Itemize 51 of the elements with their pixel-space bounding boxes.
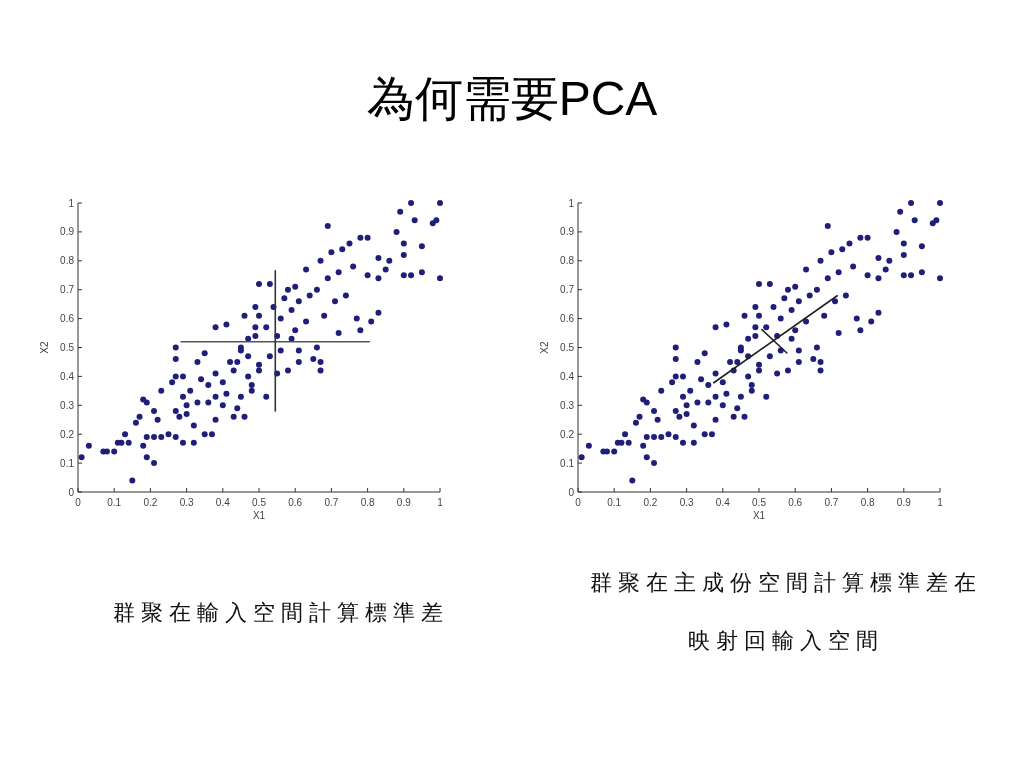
y-tick-label: 0.1 (560, 457, 575, 469)
x-tick-label: 0.1 (107, 497, 122, 508)
y-axis-title: X2 (539, 340, 550, 354)
y-tick-label: 0.1 (60, 457, 75, 469)
y-tick-label: 0.6 (560, 313, 575, 325)
y-tick-label: 0.3 (560, 399, 575, 411)
y-tick-label: 0.9 (60, 226, 75, 238)
x-axis-title: X1 (252, 510, 266, 521)
y-tick-label: 0.2 (560, 428, 575, 440)
y-tick-label: 0.9 (560, 226, 575, 238)
y-tick-label: 1 (68, 197, 75, 209)
y-tick-label: 0.3 (60, 399, 75, 411)
x-tick-label: 0.3 (679, 497, 694, 508)
y-tick-label: 0.2 (60, 428, 75, 440)
y-tick-label: 0.4 (60, 370, 75, 382)
x-tick-label: 0.6 (288, 497, 303, 508)
x-tick-label: 0.7 (824, 497, 839, 508)
x-tick-label: 0.9 (896, 497, 912, 508)
y-tick-label: 0.5 (560, 342, 575, 353)
x-tick-label: 0.8 (860, 497, 875, 508)
x-tick-label: 0.2 (143, 497, 158, 508)
y-tick-label: 0.8 (60, 255, 75, 267)
y-tick-label: 0.5 (60, 342, 75, 353)
x-tick-label: 0.5 (752, 497, 767, 508)
y-tick-label: 0 (568, 486, 575, 498)
text: 群聚在主成份空間計算標準差在映射回輸入空間 (590, 570, 982, 653)
y-tick-label: 0.7 (60, 284, 75, 296)
x-tick-label: 0.3 (179, 497, 194, 508)
x-tick-label: 0.9 (396, 497, 412, 508)
x-tick-label: 0.8 (360, 497, 375, 508)
x-tick-label: 0.5 (252, 497, 267, 508)
y-tick-label: 0.4 (560, 370, 575, 382)
x-tick-label: 0.4 (215, 497, 231, 508)
y-tick-label: 0.7 (560, 284, 575, 296)
x-tick-label: 1 (937, 497, 944, 508)
chart-title: 為何需要PCA (366, 72, 658, 125)
x-axis-title: X1 (752, 510, 766, 521)
y-tick-label: 0.6 (60, 313, 75, 325)
y-axis-title: X2 (39, 340, 50, 354)
text: 群聚在輸入空間計算標準差 (113, 600, 449, 625)
x-tick-label: 1 (437, 497, 444, 508)
x-tick-label: 0.4 (715, 497, 731, 508)
y-tick-label: 0 (68, 486, 75, 498)
x-tick-label: 0.2 (643, 497, 658, 508)
y-tick-label: 0.8 (560, 255, 575, 267)
x-tick-label: 0 (575, 497, 582, 508)
x-tick-label: 0 (75, 497, 82, 508)
x-tick-label: 0.7 (324, 497, 339, 508)
y-tick-label: 1 (568, 197, 575, 209)
x-tick-label: 0.1 (607, 497, 622, 508)
x-tick-label: 0.6 (788, 497, 803, 508)
